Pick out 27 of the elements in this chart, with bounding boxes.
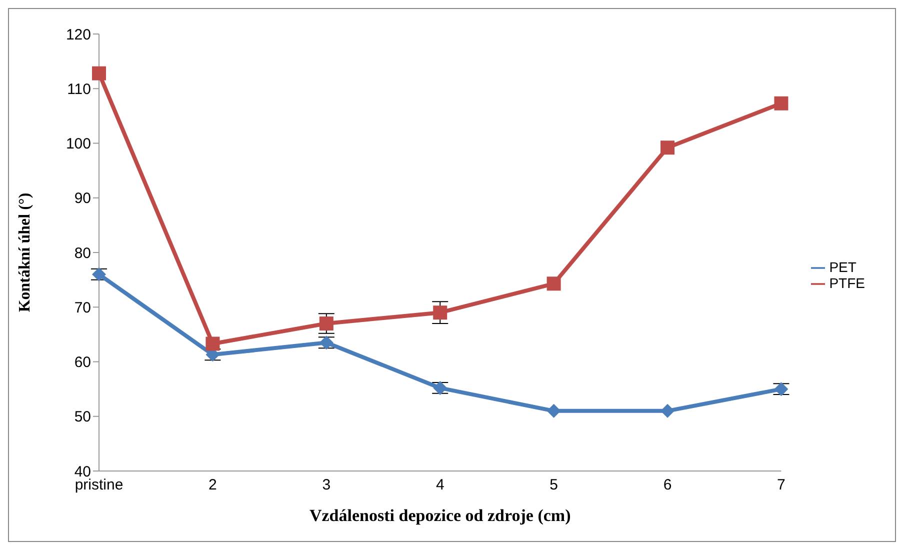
legend-label: PTFE <box>829 275 865 291</box>
y-tick-label: 100 <box>66 136 91 153</box>
point <box>206 336 220 351</box>
y-tick-label: 60 <box>74 354 91 372</box>
y-tick-label: 50 <box>74 408 91 426</box>
point <box>92 66 106 80</box>
point <box>433 306 448 320</box>
x-tick-label: 2 <box>208 476 217 494</box>
x-tick-label: 6 <box>663 476 672 494</box>
y-tick-label: 110 <box>67 80 91 98</box>
point <box>319 316 334 331</box>
y-axis-title: Kontákní úhel (°) <box>16 192 34 312</box>
x-axis-title: Vzdálenosti depozice od zdroje (cm) <box>309 506 571 525</box>
y-tick-label: 70 <box>74 299 91 316</box>
y-tick-label: 90 <box>74 190 91 208</box>
point <box>660 404 675 418</box>
point <box>660 140 675 155</box>
y-tick-label: 80 <box>74 244 91 262</box>
point <box>546 404 561 418</box>
x-tick-label: 3 <box>322 476 331 494</box>
x-tick-label: 5 <box>550 476 558 494</box>
point <box>546 276 561 291</box>
legend-label: PET <box>829 258 856 275</box>
x-tick-label: 4 <box>436 476 444 494</box>
point <box>774 96 788 110</box>
y-tick-label: 120 <box>66 26 91 44</box>
x-tick-label: 7 <box>777 476 786 494</box>
